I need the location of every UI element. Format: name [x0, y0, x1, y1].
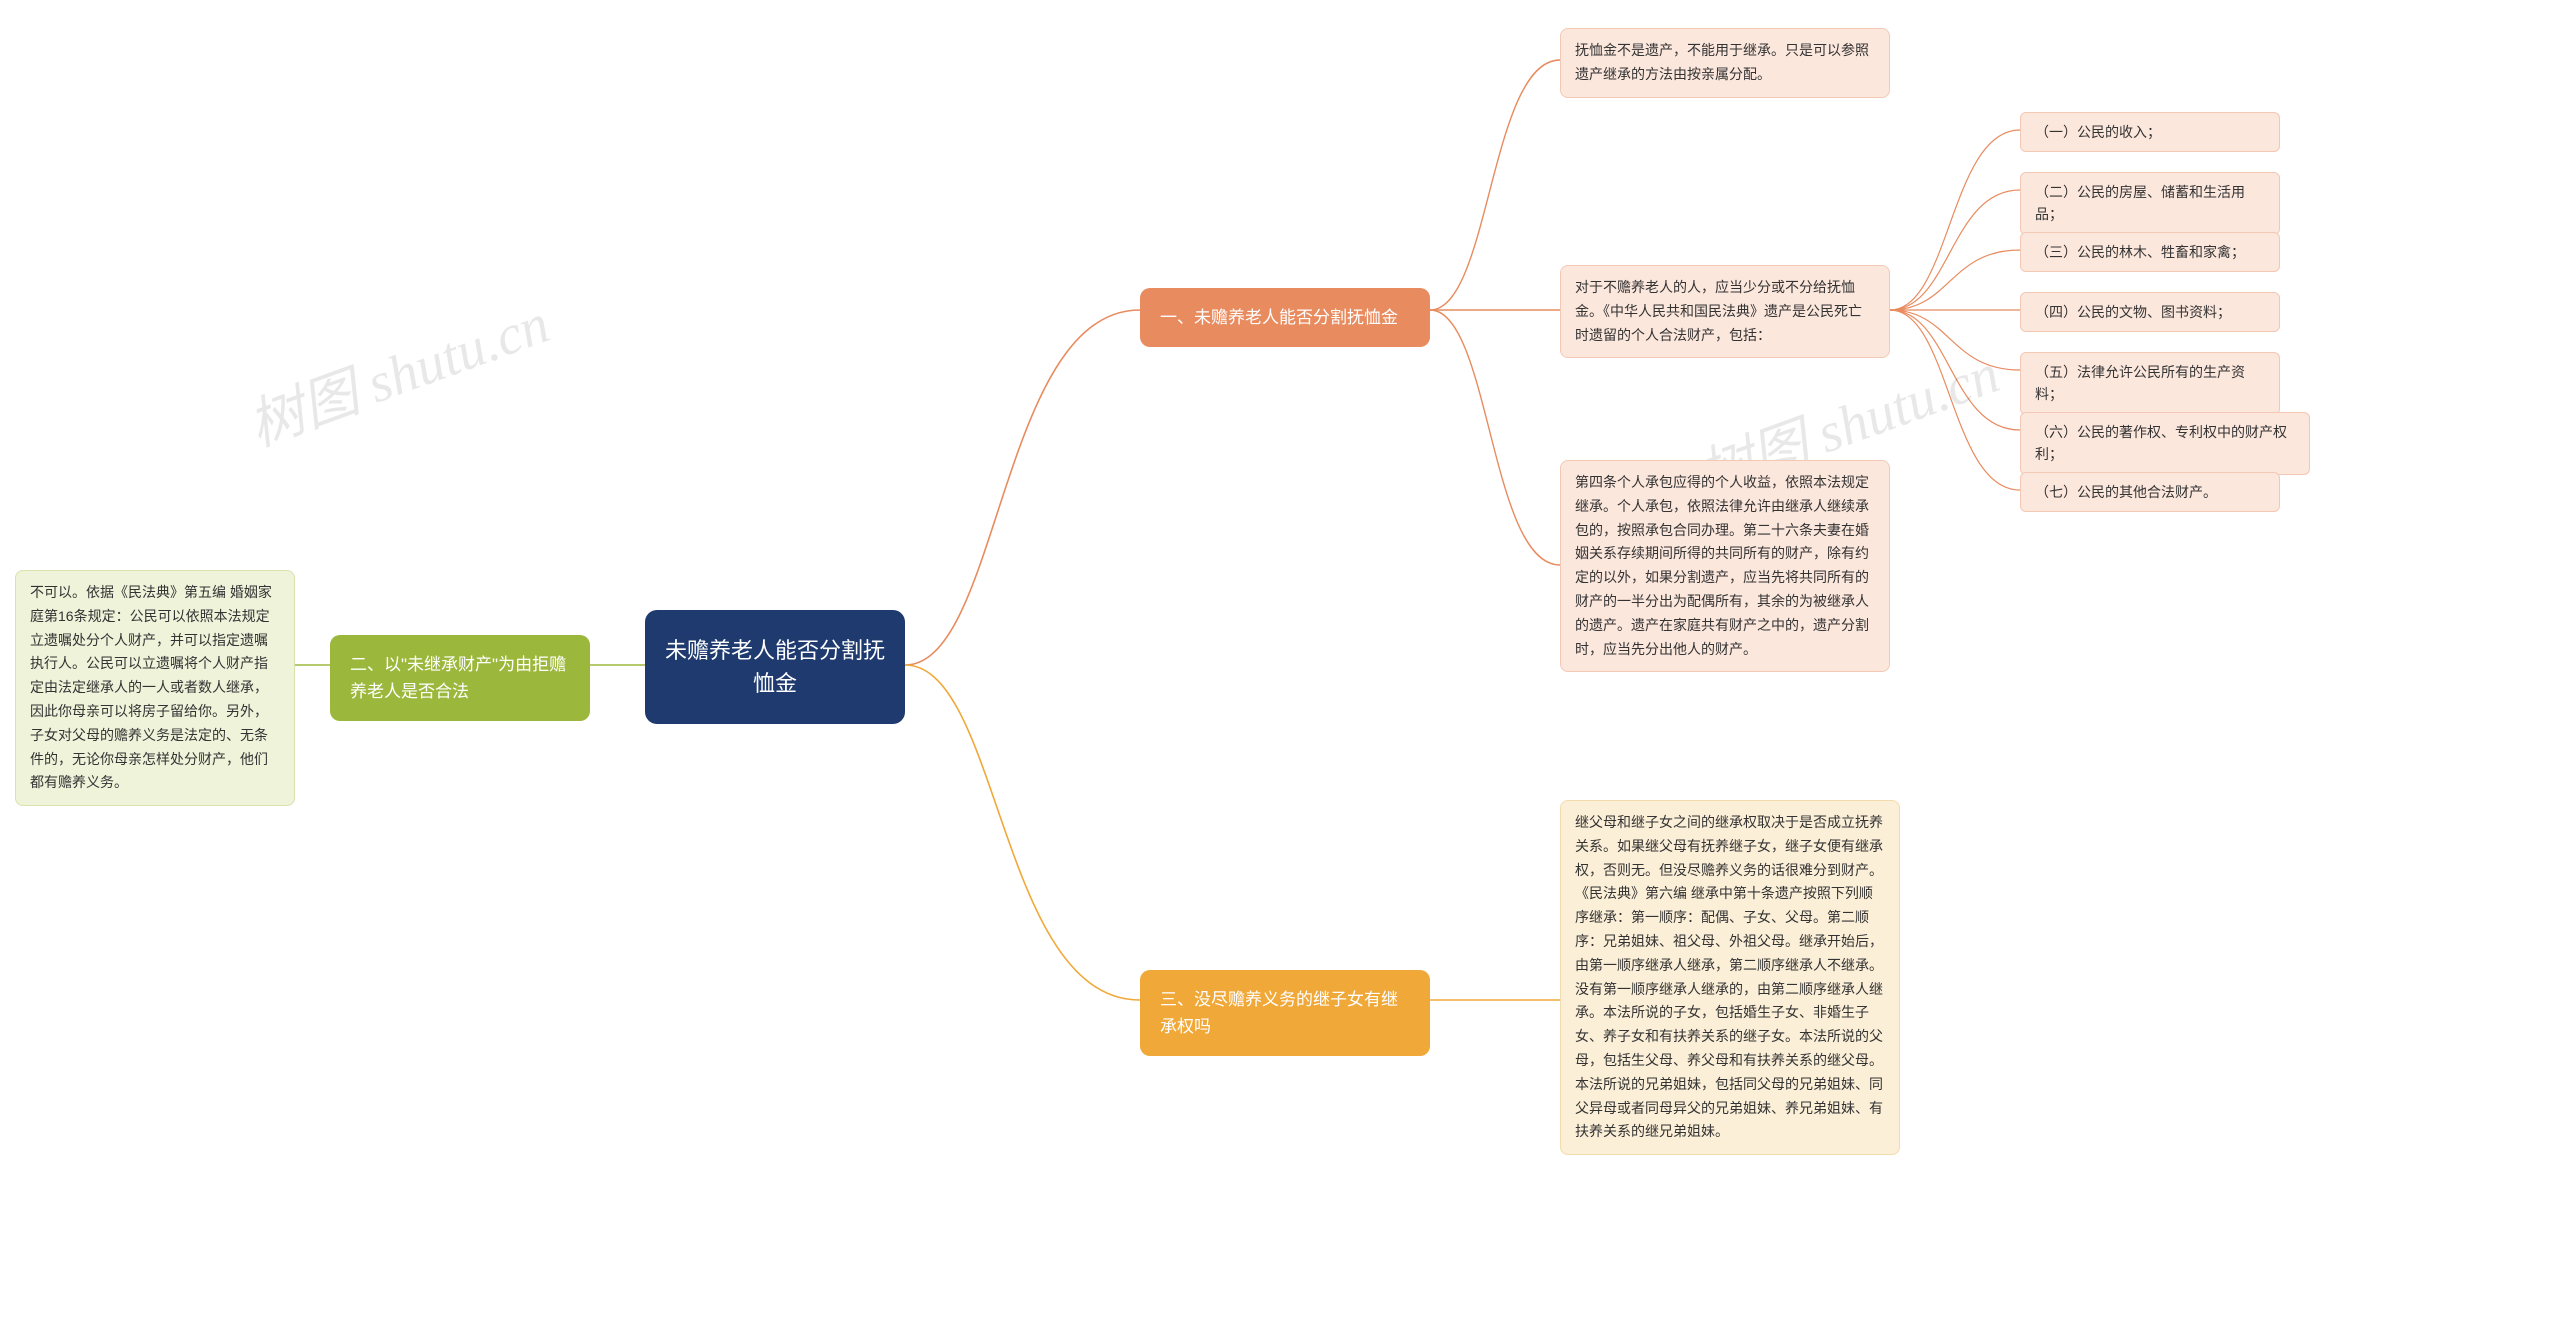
branch-1-leaf-3[interactable]: 第四条个人承包应得的个人收益，依照本法规定继承。个人承包，依照法律允许由继承人继… [1560, 460, 1890, 672]
root-node[interactable]: 未赡养老人能否分割抚恤金 [645, 610, 905, 724]
watermark-1: 树图 shutu.cn [236, 279, 559, 463]
item-3[interactable]: （三）公民的林木、牲畜和家禽； [2020, 232, 2280, 272]
branch-2-leaf[interactable]: 不可以。依据《民法典》第五编 婚姻家庭第16条规定：公民可以依照本法规定立遗嘱处… [15, 570, 295, 806]
item-4[interactable]: （四）公民的文物、图书资料； [2020, 292, 2280, 332]
item-7[interactable]: （七）公民的其他合法财产。 [2020, 472, 2280, 512]
branch-1-leaf-2[interactable]: 对于不赡养老人的人，应当少分或不分给抚恤金。《中华人民共和国民法典》遗产是公民死… [1560, 265, 1890, 358]
item-1[interactable]: （一）公民的收入； [2020, 112, 2280, 152]
branch-3-leaf[interactable]: 继父母和继子女之间的继承权取决于是否成立抚养关系。如果继父母有抚养继子女，继子女… [1560, 800, 1900, 1155]
branch-2[interactable]: 二、以"未继承财产"为由拒赡养老人是否合法 [330, 635, 590, 721]
branch-3[interactable]: 三、没尽赡养义务的继子女有继承权吗 [1140, 970, 1430, 1056]
item-2[interactable]: （二）公民的房屋、储蓄和生活用品； [2020, 172, 2280, 235]
branch-1[interactable]: 一、未赡养老人能否分割抚恤金 [1140, 288, 1430, 347]
item-6[interactable]: （六）公民的著作权、专利权中的财产权利； [2020, 412, 2310, 475]
branch-1-leaf-1[interactable]: 抚恤金不是遗产，不能用于继承。只是可以参照遗产继承的方法由按亲属分配。 [1560, 28, 1890, 98]
item-5[interactable]: （五）法律允许公民所有的生产资料； [2020, 352, 2280, 415]
